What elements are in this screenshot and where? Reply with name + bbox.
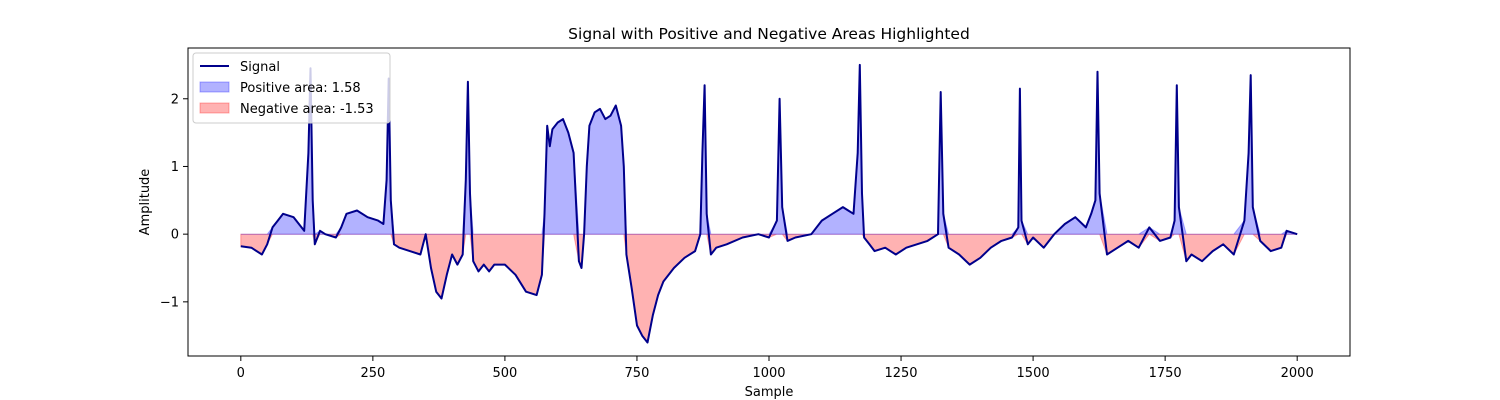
y-tick-label: 0 [171, 228, 179, 243]
legend-positive-label: Positive area: 1.58 [240, 81, 361, 96]
x-tick-label: 750 [625, 366, 650, 381]
legend: Signal Positive area: 1.58 Negative area… [192, 52, 391, 124]
x-tick-label: 1750 [1149, 366, 1182, 381]
x-tick-label: 1000 [752, 366, 785, 381]
x-tick-label: 0 [237, 366, 245, 381]
y-tick-label: 1 [171, 160, 179, 175]
x-axis: 0 250 500 750 1000 1250 1500 1750 2000 [237, 356, 1314, 381]
legend-negative-label: Negative area: -1.53 [240, 102, 374, 117]
signal-line [240, 63, 1298, 344]
x-tick-label: 1250 [884, 366, 917, 381]
x-tick-label: 250 [360, 366, 385, 381]
chart-title: Signal with Positive and Negative Areas … [568, 25, 970, 43]
x-tick-label: 1500 [1017, 366, 1050, 381]
legend-box [192, 52, 391, 124]
x-axis-label: Sample [745, 385, 794, 400]
y-axis: −1 0 1 2 [160, 92, 188, 310]
y-axis-label: Amplitude [138, 169, 153, 236]
plot-area [240, 63, 1298, 344]
legend-negative-swatch [199, 102, 230, 114]
x-tick-label: 500 [492, 366, 517, 381]
y-tick-label: 2 [171, 92, 179, 107]
y-tick-label: −1 [160, 295, 179, 310]
legend-signal-label: Signal [240, 60, 280, 75]
legend-positive-swatch [199, 81, 230, 93]
x-tick-label: 2000 [1281, 366, 1314, 381]
